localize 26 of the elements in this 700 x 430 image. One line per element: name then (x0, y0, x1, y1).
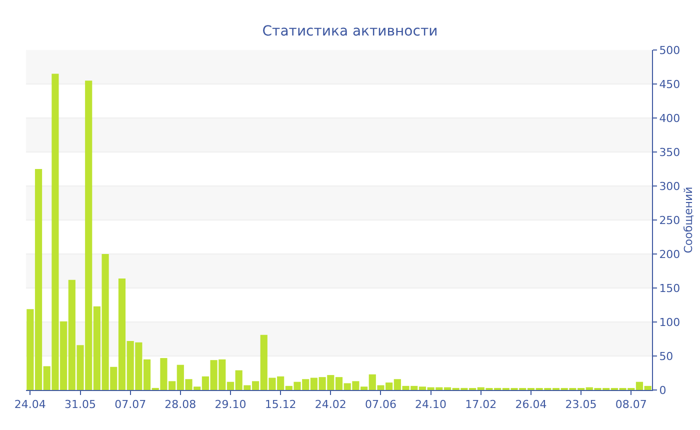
x-tick-label: 31.05 (64, 398, 96, 412)
x-tick-label: 24.04 (14, 398, 46, 412)
chart-title: Статистика активности (262, 24, 438, 40)
y-tick-label: 150 (659, 282, 680, 295)
x-tick-label: 07.07 (114, 398, 146, 412)
y-tick-label: 450 (659, 78, 680, 91)
x-tick-label: 23.05 (565, 398, 597, 412)
x-tick-label: 26.04 (515, 398, 547, 412)
y-tick-label: 100 (659, 316, 680, 329)
x-tick-label: 15.12 (264, 398, 296, 412)
x-tick-label: 29.10 (214, 398, 246, 412)
y-tick-label: 0 (659, 384, 666, 397)
y-tick-label: 500 (659, 44, 680, 57)
y-tick-label: 250 (659, 214, 680, 227)
x-tick-label: 07.06 (364, 398, 396, 412)
x-tick-label: 28.08 (164, 398, 196, 412)
y-tick-label: 50 (659, 350, 674, 363)
y-tick-label: 200 (659, 248, 680, 261)
y-tick-label: 300 (659, 180, 680, 193)
x-tick-label: 24.02 (314, 398, 346, 412)
y-tick-label: 350 (659, 146, 680, 159)
x-tick-label: 24.10 (415, 398, 447, 412)
x-tick-label: 08.07 (615, 398, 647, 412)
y-tick-label: 400 (659, 112, 680, 125)
y-axis-title: Сообщений (682, 186, 696, 254)
x-tick-label: 17.02 (465, 398, 497, 412)
